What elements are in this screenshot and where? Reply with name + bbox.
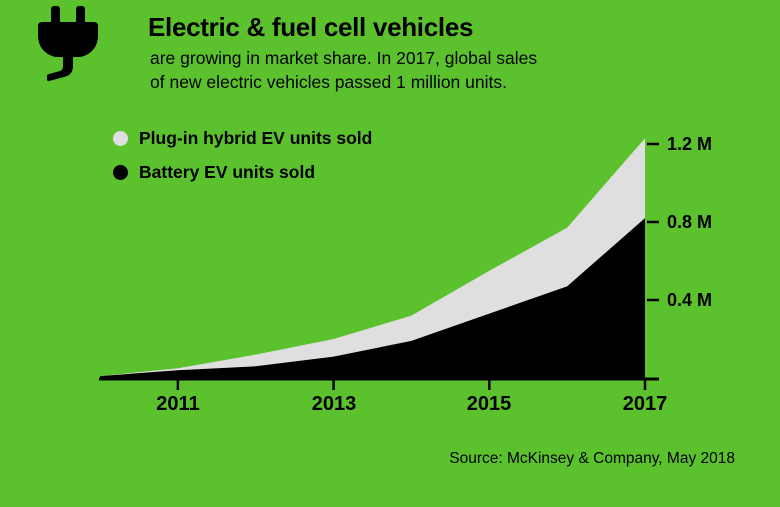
source-text: Source: McKinsey & Company, May 2018 <box>449 450 735 467</box>
legend-item-plug-in-hybrid: Plug-in hybrid EV units sold <box>113 128 372 148</box>
area-battery-ev <box>100 218 645 378</box>
battery-ev-swatch-icon <box>113 164 128 180</box>
subtitle-line-2: of new electric vehicles passed 1 millio… <box>150 72 507 92</box>
y-axis-label-1-2m: 1.2 M <box>667 134 713 154</box>
subtitle-line-1: are growing in market share. In 2017, gl… <box>150 48 538 68</box>
plug-icon <box>36 6 100 84</box>
page-title: Electric & fuel cell vehicles <box>148 12 474 42</box>
x-axis-label-2017: 2017 <box>622 393 668 415</box>
page-subtitle: are growing in market share. In 2017, gl… <box>150 46 537 94</box>
legend-label-battery-ev: Battery EV units sold <box>139 161 316 182</box>
x-axis-label-2013: 2013 <box>311 393 357 415</box>
legend-label-plug-in-hybrid: Plug-in hybrid EV units sold <box>139 127 373 148</box>
x-axis-label-2015: 2015 <box>466 393 512 415</box>
y-axis-label-0-8m: 0.8 M <box>667 212 713 232</box>
legend-item-battery-ev: Battery EV units sold <box>113 162 315 182</box>
plug-in-hybrid-swatch-icon <box>113 130 128 146</box>
y-axis-label-0-4m: 0.4 M <box>667 290 713 310</box>
x-axis-label-2011: 2011 <box>156 393 200 415</box>
